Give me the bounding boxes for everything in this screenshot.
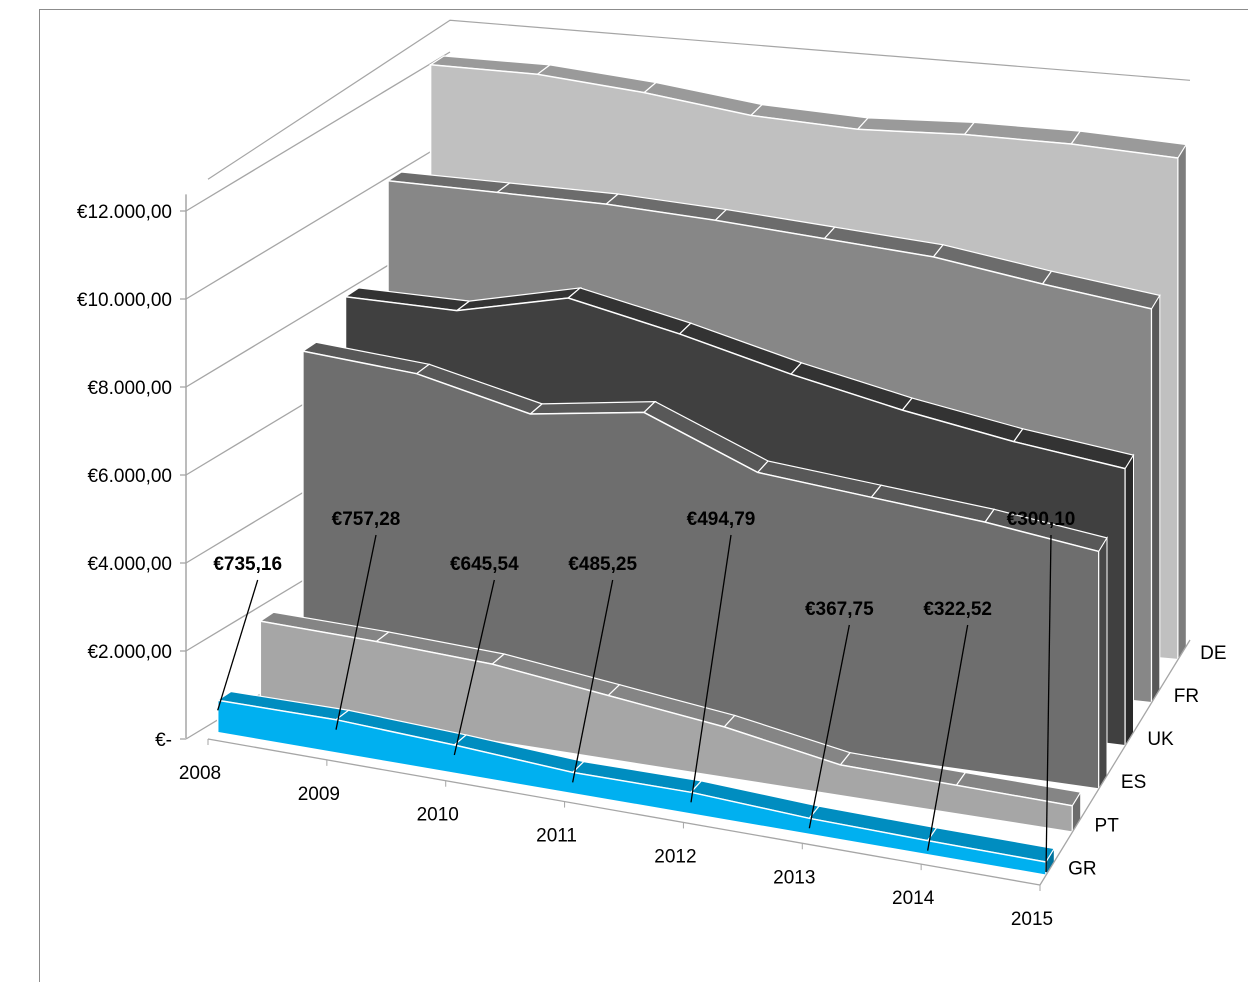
depth-tick-label: FR [1174, 686, 1199, 707]
y-tick-label: €6.000,00 [87, 466, 172, 487]
leader-line [218, 580, 258, 710]
data-label: €735,16 [213, 554, 282, 575]
series-end-face [1125, 455, 1133, 746]
data-label: €757,28 [332, 509, 401, 530]
depth-tick-label: DE [1200, 643, 1226, 664]
x-tick-label: 2015 [1011, 909, 1053, 930]
x-tick-label: 2008 [179, 763, 221, 784]
depth-tick-label: PT [1095, 815, 1120, 836]
chart-series [218, 56, 1187, 875]
depth-tick-label: GR [1068, 858, 1097, 879]
x-tick-label: 2010 [417, 805, 459, 826]
y-tick-label: €8.000,00 [87, 378, 172, 399]
y-tick-label: €- [155, 730, 172, 751]
data-label: €485,25 [568, 554, 637, 575]
x-tick-label: 2014 [892, 888, 935, 909]
data-label: €494,79 [687, 509, 756, 530]
x-tick-label: 2012 [654, 846, 696, 867]
data-label: €645,54 [450, 554, 519, 575]
x-tick-label: 2009 [298, 784, 340, 805]
data-label: €300,10 [1007, 509, 1076, 530]
data-label: €367,75 [805, 599, 874, 620]
depth-tick-label: UK [1147, 729, 1174, 750]
x-tick-label: 2013 [773, 867, 815, 888]
data-label: €322,52 [923, 599, 992, 620]
depth-tick-label: ES [1121, 772, 1146, 793]
series-end-face [1178, 145, 1186, 660]
y-tick-label: €12.000,00 [77, 202, 172, 223]
y-tick-label: €2.000,00 [87, 642, 172, 663]
y-tick-label: €10.000,00 [77, 290, 172, 311]
series-end-face [1099, 538, 1107, 789]
series-end-face [1152, 295, 1160, 702]
y-tick-label: €4.000,00 [87, 554, 172, 575]
x-tick-label: 2011 [536, 826, 577, 847]
